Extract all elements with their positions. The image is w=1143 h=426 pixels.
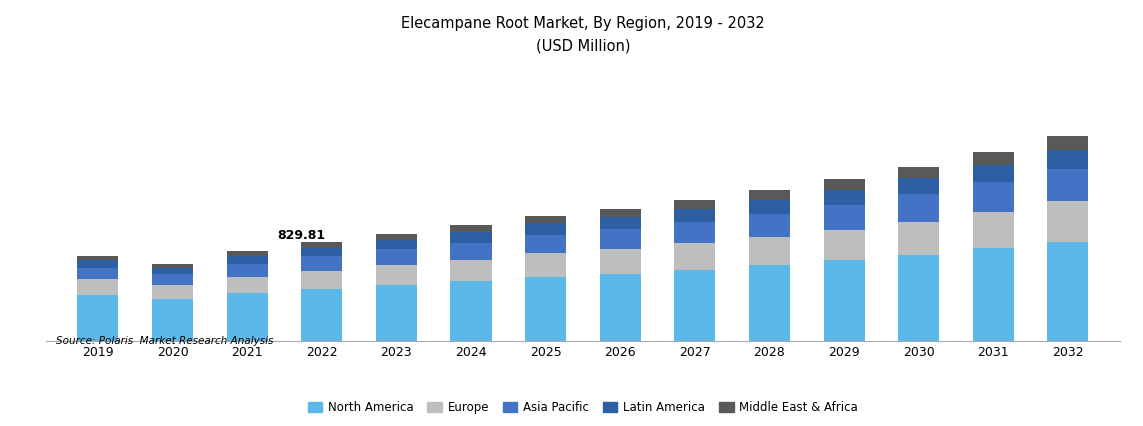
Bar	[749, 237, 790, 265]
Bar	[152, 274, 193, 285]
Bar	[302, 256, 342, 271]
Bar	[898, 178, 940, 195]
Bar	[674, 200, 716, 209]
Bar	[1047, 136, 1088, 150]
Bar	[226, 251, 267, 256]
Bar	[600, 249, 641, 274]
Bar	[78, 260, 119, 268]
Bar	[973, 152, 1014, 165]
Bar	[525, 216, 566, 224]
Bar	[973, 165, 1014, 182]
Bar	[674, 243, 716, 270]
Bar	[226, 256, 267, 264]
Bar	[824, 204, 864, 230]
Bar	[1047, 150, 1088, 169]
Bar	[152, 264, 193, 268]
Bar	[450, 242, 491, 260]
Bar	[78, 295, 119, 341]
Bar	[674, 209, 716, 222]
Bar	[450, 232, 491, 242]
Bar	[78, 279, 119, 295]
Bar	[749, 265, 790, 341]
Bar	[376, 265, 417, 285]
Bar	[824, 260, 864, 341]
Bar	[450, 281, 491, 341]
Bar	[1047, 169, 1088, 201]
Bar	[302, 289, 342, 341]
Bar	[898, 222, 940, 255]
Bar	[302, 242, 342, 248]
Bar	[749, 200, 790, 214]
Bar	[152, 285, 193, 299]
Bar	[973, 248, 1014, 341]
Bar	[450, 225, 491, 232]
Bar	[973, 212, 1014, 248]
Bar	[525, 224, 566, 235]
Text: Source: Polaris  Market Research Analysis: Source: Polaris Market Research Analysis	[56, 337, 274, 346]
Bar	[600, 229, 641, 249]
Bar	[674, 222, 716, 243]
Bar	[302, 271, 342, 289]
Bar	[600, 209, 641, 217]
Bar	[600, 274, 641, 341]
Bar	[525, 253, 566, 277]
Bar	[525, 235, 566, 253]
Bar	[674, 270, 716, 341]
Bar	[525, 277, 566, 341]
Bar	[226, 294, 267, 341]
Bar	[1047, 242, 1088, 341]
Bar	[749, 214, 790, 237]
Bar	[376, 233, 417, 240]
Bar	[749, 190, 790, 200]
Bar	[376, 249, 417, 265]
Bar	[152, 299, 193, 341]
Bar	[898, 167, 940, 178]
Bar	[600, 217, 641, 229]
Bar	[376, 240, 417, 249]
Bar	[450, 260, 491, 281]
Bar	[78, 268, 119, 279]
Bar	[302, 248, 342, 256]
Bar	[1047, 201, 1088, 242]
Bar	[898, 195, 940, 222]
Bar	[376, 285, 417, 341]
Bar	[898, 255, 940, 341]
Bar	[824, 230, 864, 260]
Bar	[226, 264, 267, 277]
Bar	[152, 268, 193, 274]
Bar	[824, 179, 864, 190]
Title: Elecampane Root Market, By Region, 2019 - 2032
(USD Million): Elecampane Root Market, By Region, 2019 …	[401, 16, 765, 53]
Bar	[973, 182, 1014, 212]
Text: 829.81: 829.81	[277, 229, 325, 242]
Legend: North America, Europe, Asia Pacific, Latin America, Middle East & Africa: North America, Europe, Asia Pacific, Lat…	[303, 397, 863, 419]
Bar	[226, 277, 267, 294]
Bar	[824, 190, 864, 204]
Bar	[78, 256, 119, 260]
